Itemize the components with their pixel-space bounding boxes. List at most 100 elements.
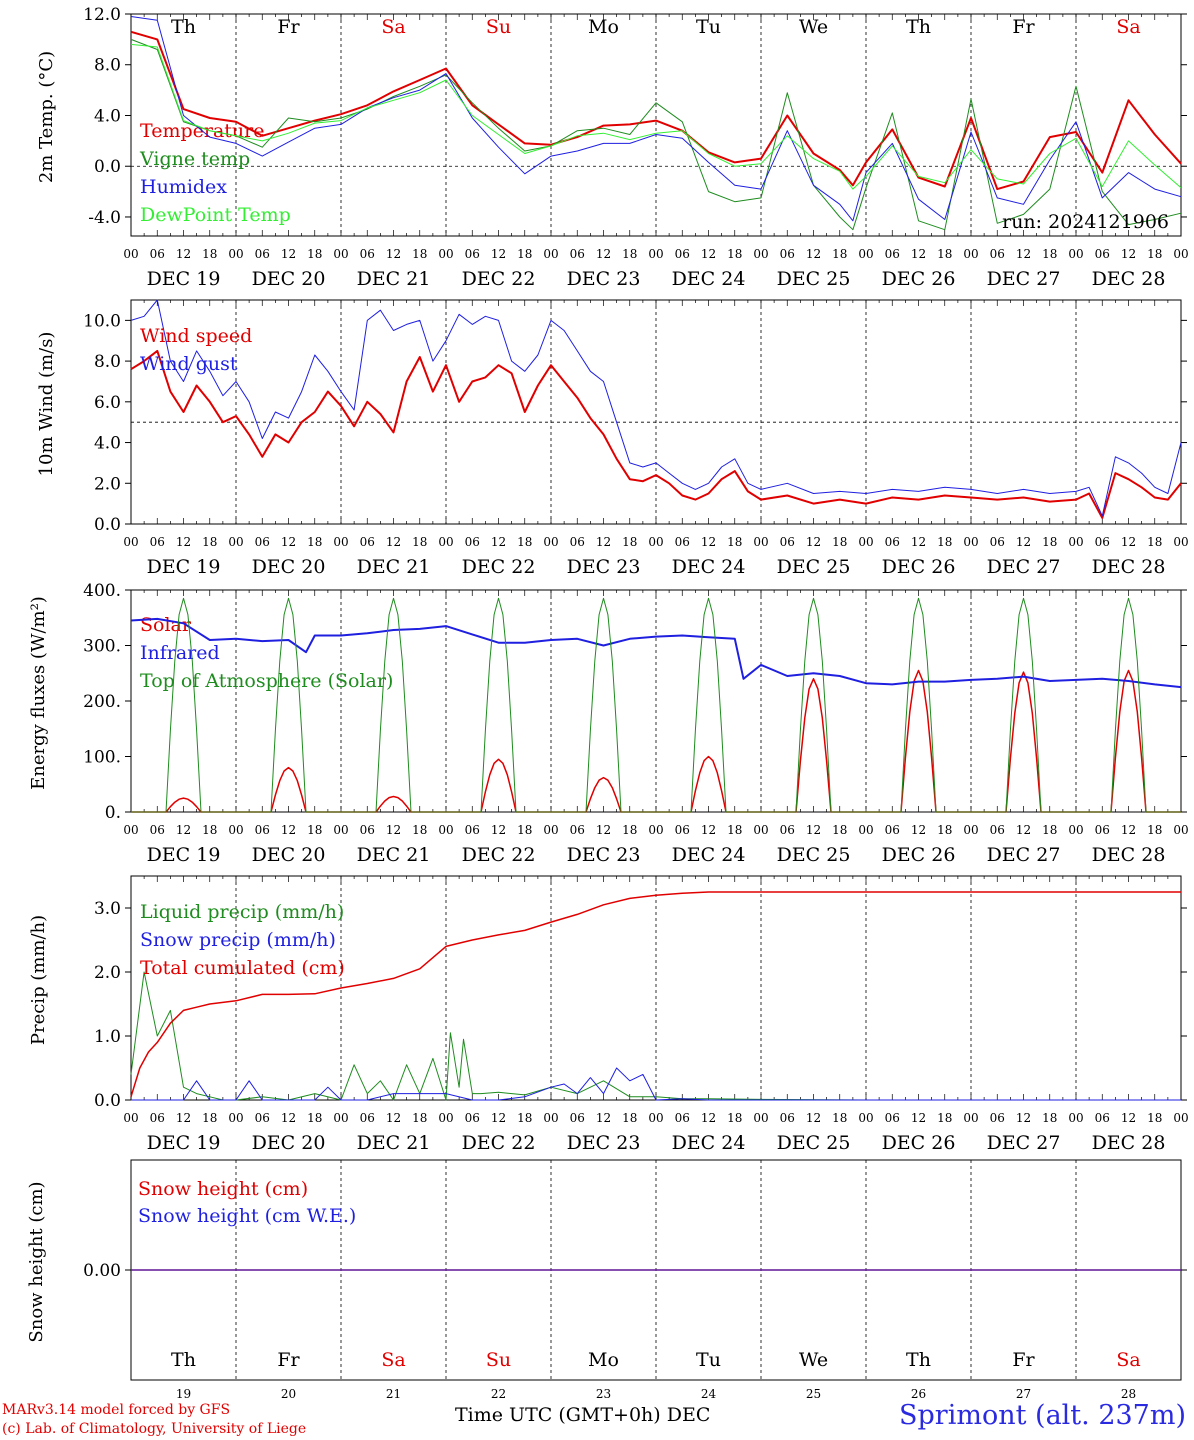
date-label: DEC 24 — [672, 556, 746, 578]
date-label: DEC 22 — [462, 844, 536, 866]
day-name: Fr — [277, 16, 300, 38]
hour-tick-label: 12 — [491, 535, 506, 549]
hour-tick-label: 18 — [412, 247, 427, 261]
panel-4: 3.0 2.0 1.0 0.0 Precip (mm/h) Liquid precip (… — [28, 875, 1189, 1154]
day-name: Su — [486, 1349, 511, 1371]
hour-tick-label: 06 — [570, 1111, 585, 1125]
y-tick-label: 0. — [105, 803, 121, 823]
hour-tick-label: 18 — [202, 535, 217, 549]
hour-tick-label: 00 — [648, 247, 663, 261]
hour-tick-label: 18 — [622, 247, 637, 261]
date-label: DEC 25 — [777, 556, 851, 578]
day-name: Fr — [1012, 16, 1035, 38]
hour-tick-label: 06 — [465, 1111, 480, 1125]
y-tick-label: 300. — [83, 637, 121, 657]
legend-entry: Snow precip (mm/h) — [140, 929, 336, 951]
hour-tick-label: 12 — [176, 247, 191, 261]
hour-tick-label: 06 — [570, 535, 585, 549]
hour-tick-label: 06 — [675, 247, 690, 261]
hour-tick-label: 18 — [832, 1111, 847, 1125]
panel-frame — [130, 299, 1182, 525]
date-label: DEC 21 — [357, 556, 431, 578]
day-name: We — [799, 1349, 828, 1371]
y-tick-label: -4.0 — [88, 208, 121, 228]
hour-tick-label: 00 — [1173, 823, 1188, 837]
date-label: DEC 27 — [987, 556, 1061, 578]
hour-tick-label: 00 — [123, 535, 138, 549]
date-label: DEC 23 — [567, 1132, 641, 1154]
series-line — [130, 299, 1182, 517]
hour-tick-label: 12 — [281, 247, 296, 261]
hour-tick-label: 18 — [937, 535, 952, 549]
date-label: DEC 26 — [882, 268, 956, 290]
day-name: Th — [171, 16, 196, 38]
date-label: DEC 20 — [252, 1132, 326, 1154]
date-label: DEC 19 — [147, 268, 221, 290]
date-label: DEC 27 — [987, 1132, 1061, 1154]
day-name: Mo — [588, 1349, 619, 1371]
meteogram: 12.08.04.00.0-4.02m Temp. (°C) Temperatur… — [26, 5, 1189, 1400]
hour-tick-label: 12 — [596, 1111, 611, 1125]
hour-tick-label: 12 — [701, 535, 716, 549]
y-tick-label: 2.0 — [94, 474, 121, 494]
hour-tick-label: 18 — [307, 535, 322, 549]
hour-tick-label: 06 — [885, 535, 900, 549]
hour-tick-label: 00 — [858, 247, 873, 261]
hour-tick-label: 12 — [911, 535, 926, 549]
time-axis-label: Time UTC (GMT+0h) DEC — [455, 1404, 710, 1426]
hour-tick-label: 18 — [307, 1111, 322, 1125]
hour-tick-label: 18 — [412, 535, 427, 549]
hour-tick-label: 12 — [281, 1111, 296, 1125]
series-line — [130, 891, 1181, 1098]
day-number: 22 — [491, 1387, 506, 1400]
hour-tick-label: 00 — [438, 535, 453, 549]
hour-tick-label: 18 — [307, 823, 322, 837]
y-axis-label: 10m Wind (m/s) — [36, 332, 57, 477]
hour-tick-label: 06 — [990, 1111, 1005, 1125]
hour-tick-label: 00 — [123, 823, 138, 837]
hour-tick-label: 00 — [543, 535, 558, 549]
date-label: DEC 22 — [462, 556, 536, 578]
hour-tick-label: 12 — [596, 823, 611, 837]
hour-tick-label: 18 — [622, 823, 637, 837]
date-label: DEC 21 — [357, 268, 431, 290]
hour-tick-label: 06 — [255, 247, 270, 261]
day-name: Mo — [588, 16, 619, 38]
hour-tick-label: 12 — [701, 247, 716, 261]
hour-tick-label: 00 — [438, 823, 453, 837]
series-line — [130, 30, 1182, 191]
hour-tick-label: 00 — [228, 823, 243, 837]
hour-tick-label: 06 — [465, 247, 480, 261]
day-name: Fr — [277, 1349, 300, 1371]
hour-tick-label: 00 — [1068, 1111, 1083, 1125]
date-label: DEC 24 — [672, 1132, 746, 1154]
y-tick-label: 0.00 — [83, 1261, 121, 1281]
date-label: DEC 22 — [462, 1132, 536, 1154]
hour-tick-label: 12 — [386, 1111, 401, 1125]
date-label: DEC 21 — [357, 844, 431, 866]
date-label: DEC 27 — [987, 844, 1061, 866]
date-label: DEC 21 — [357, 1132, 431, 1154]
hour-tick-label: 12 — [911, 823, 926, 837]
legend-entry: Snow height (cm) — [138, 1178, 308, 1200]
day-name: Su — [486, 16, 511, 38]
hour-tick-label: 00 — [123, 247, 138, 261]
hour-tick-label: 06 — [465, 823, 480, 837]
date-label: DEC 25 — [777, 844, 851, 866]
y-tick-label: 400. — [83, 581, 121, 601]
hour-tick-label: 06 — [570, 823, 585, 837]
hour-tick-label: 00 — [333, 247, 348, 261]
hour-tick-label: 00 — [963, 823, 978, 837]
date-label: DEC 23 — [567, 556, 641, 578]
date-label: DEC 23 — [567, 844, 641, 866]
day-name: Th — [906, 16, 931, 38]
legend-entry: DewPoint Temp — [140, 204, 291, 226]
day-name: We — [799, 16, 828, 38]
hour-tick-label: 06 — [1095, 535, 1110, 549]
hour-tick-label: 12 — [1121, 535, 1136, 549]
hour-tick-label: 12 — [176, 535, 191, 549]
hour-tick-label: 06 — [885, 823, 900, 837]
date-label: DEC 19 — [147, 1132, 221, 1154]
legend-entry: Infrared — [140, 642, 220, 664]
legend-entry: Top of Atmosphere (Solar) — [140, 670, 393, 692]
